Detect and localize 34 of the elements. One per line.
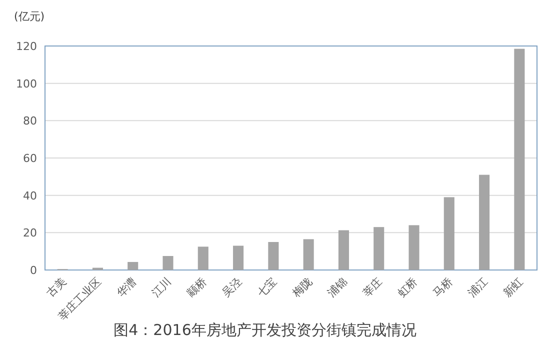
bar <box>198 246 208 270</box>
bar <box>374 227 384 270</box>
x-tick-label: 浦锦 <box>325 274 350 300</box>
bar <box>444 197 454 270</box>
x-tick-label: 莘庄 <box>360 274 385 300</box>
x-tick-label: 梅陇 <box>289 274 315 300</box>
y-tick-label: 0 <box>30 264 37 277</box>
x-tick-label: 华漕 <box>114 274 139 300</box>
x-tick-label: 浦江 <box>466 274 490 300</box>
x-tick-label: 虹桥 <box>395 274 420 300</box>
y-axis-title: (亿元) <box>14 10 45 23</box>
x-tick-label: 古美 <box>44 274 69 300</box>
bar <box>233 246 244 270</box>
x-tick-label: 马桥 <box>430 274 456 300</box>
x-tick-label: 江川 <box>149 274 174 300</box>
text: 图4：2016年房地产开发投资分街镇完成情况 <box>114 321 416 339</box>
x-tick-label: 新虹 <box>500 274 526 300</box>
bar <box>338 230 349 270</box>
bar <box>268 242 279 270</box>
y-tick-label: 40 <box>23 189 37 202</box>
y-tick-label: 80 <box>23 114 37 128</box>
bar <box>303 239 314 270</box>
y-tick-label: 100 <box>16 77 37 90</box>
y-tick-label: 20 <box>23 226 37 240</box>
x-tick-label: 颛桥 <box>184 274 210 300</box>
y-tick-label: 60 <box>23 152 37 165</box>
y-tick-label: 120 <box>16 40 37 53</box>
bar <box>408 225 420 270</box>
bar <box>128 262 138 270</box>
bar <box>479 174 490 270</box>
bar <box>162 256 174 270</box>
x-tick-label: 吴泾 <box>220 274 244 300</box>
x-tick-label: 七宝 <box>254 274 280 300</box>
bar <box>514 48 525 270</box>
